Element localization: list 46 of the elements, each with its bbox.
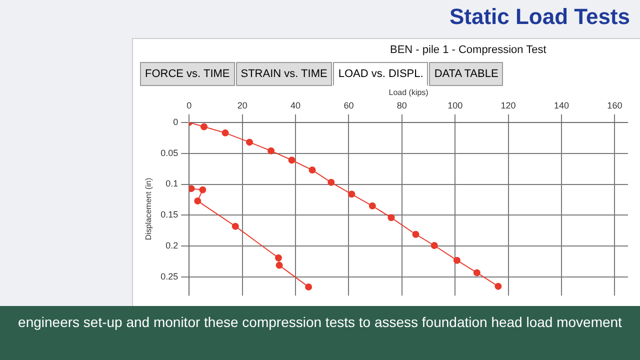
point: [412, 230, 420, 238]
text: DATA TABLE: [429, 62, 504, 86]
x-tick-label: 60: [344, 100, 354, 110]
point: [274, 254, 282, 262]
y-tick-label: 0: [173, 116, 178, 127]
text: LOAD vs. DISPL.: [333, 62, 428, 86]
point: [430, 242, 438, 249]
x-tick-label: 100: [448, 100, 463, 110]
x-tick-label: 80: [396, 100, 407, 110]
x-axis-title: Load (kips): [388, 88, 429, 98]
point: [246, 138, 253, 146]
text: engineers set-up and monitor these compression tests to assess foundation head load movement: [0, 306, 640, 360]
text: FORCE vs. TIME: [140, 62, 235, 86]
text: STRAIN vs. TIME: [236, 62, 332, 86]
point: [194, 197, 202, 204]
y-tick-label: 0.15: [160, 210, 178, 220]
point: [268, 147, 275, 154]
y-tick-label: 0.25: [160, 272, 178, 282]
y-tick-label: 0.05: [160, 148, 178, 158]
point: [189, 185, 195, 192]
point: [494, 282, 502, 290]
x-tick-label: 20: [237, 100, 248, 110]
y-tick-label: 0.2: [166, 240, 178, 251]
point: [222, 129, 229, 136]
point: [328, 178, 335, 186]
y-tick-label: 0.1: [166, 178, 178, 189]
point: [308, 166, 316, 174]
point: [276, 262, 283, 269]
chart-title: BEN - pile 1 - Compression Test: [390, 44, 546, 56]
point: [368, 202, 376, 210]
point: [200, 123, 208, 130]
point: [473, 269, 480, 276]
point: [388, 214, 395, 222]
point: [232, 222, 239, 230]
point: [305, 283, 312, 290]
x-tick-label: 40: [290, 100, 301, 110]
point: [453, 256, 460, 264]
x-tick-label: 160: [607, 100, 622, 110]
x-tick-label: 0: [186, 100, 192, 110]
x-tick-label: 140: [554, 100, 570, 110]
x-tick-label: 120: [500, 100, 516, 110]
y-axis-title: Displacement (in): [144, 178, 154, 240]
point: [348, 190, 356, 198]
point: [199, 186, 206, 194]
point: [288, 156, 296, 164]
text: Static Load Tests: [449, 4, 630, 30]
